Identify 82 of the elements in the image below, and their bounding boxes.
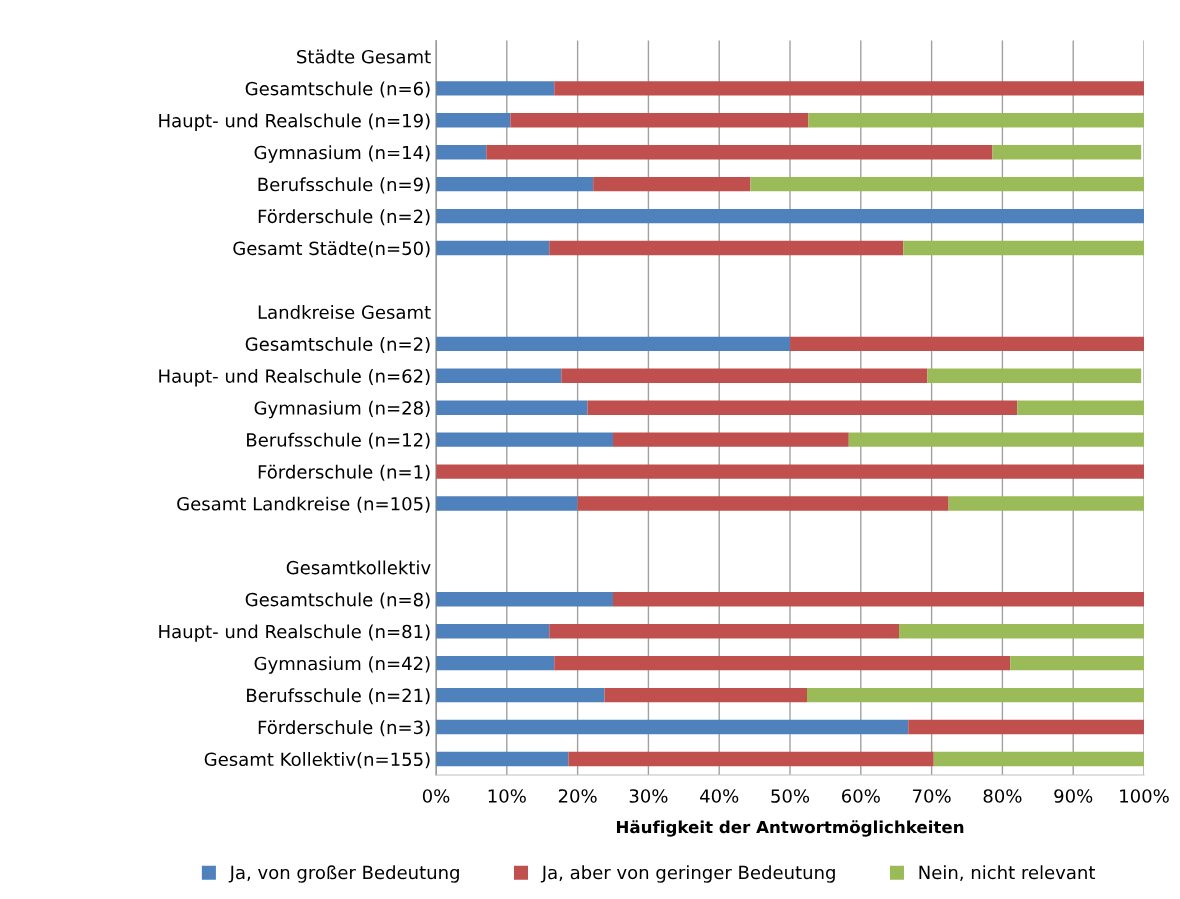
- legend-label: Nein, nicht relevant: [919, 865, 1096, 882]
- bar: [549, 624, 900, 639]
- x-tick-label: 60%: [842, 789, 880, 803]
- bar: [808, 113, 1145, 128]
- y-tick-label: Berufsschule (n=12): [247, 432, 430, 449]
- bar: [613, 592, 1145, 607]
- y-tick-label: Berufsschule (n=21): [247, 688, 430, 705]
- y-tick-label: Gesamtkollektiv: [286, 560, 431, 575]
- bar: [436, 464, 1145, 479]
- y-tick-label: Berufsschule (n=9): [258, 177, 430, 194]
- bar: [436, 687, 605, 703]
- x-axis-title: Häufigkeit der Antwortmöglichkeiten: [616, 820, 964, 837]
- y-tick-label: Förderschule (n=2): [258, 209, 430, 226]
- legend-label: Ja, von großer Bedeutung: [228, 865, 459, 883]
- bar: [587, 400, 1018, 415]
- y-tick-label: Gymnasium (n=42): [254, 656, 430, 674]
- y-tick-label: Gesamtschule (n=2): [245, 336, 430, 354]
- bar: [899, 624, 1145, 639]
- x-tick-label: 10%: [488, 789, 526, 803]
- bar: [604, 687, 807, 703]
- bar: [848, 432, 1145, 447]
- y-tick-label: Gesamt Kollektiv(n=155): [204, 752, 430, 769]
- y-tick-label: Förderschule (n=1): [258, 464, 430, 481]
- x-tick-label: 20%: [558, 789, 597, 803]
- y-tick-label: Gymnasium (n=14): [254, 145, 430, 163]
- bar: [436, 751, 569, 767]
- y-tick-label: Gesamt Landkreise (n=105): [177, 496, 430, 513]
- y-tick-label: Landkreise Gesamt: [258, 305, 431, 320]
- bar: [436, 400, 588, 415]
- bar: [948, 496, 1145, 511]
- bar: [568, 751, 934, 767]
- legend-label: Ja, aber von geringer Bedeutung: [540, 865, 835, 883]
- bar: [750, 176, 1145, 192]
- bar: [1017, 400, 1145, 415]
- bar: [436, 336, 791, 352]
- y-tick-label: Gesamt Städte(n=50): [233, 241, 430, 258]
- y-tick-label: Haupt- und Realschule (n=81): [159, 624, 430, 642]
- bar: [436, 145, 487, 160]
- bar: [436, 208, 1145, 224]
- x-tick-label: 70%: [913, 789, 951, 803]
- bar: [903, 240, 1145, 256]
- bar: [554, 81, 1145, 96]
- bar: [436, 719, 909, 735]
- bar: [908, 719, 1145, 735]
- bar: [436, 592, 614, 607]
- x-tick-label: 30%: [629, 789, 668, 803]
- bar: [790, 336, 1145, 352]
- bar: [436, 432, 614, 447]
- bar: [549, 240, 904, 256]
- bar: [807, 687, 1145, 703]
- bar: [436, 240, 550, 256]
- bar: [436, 624, 550, 639]
- x-tick-label: 40%: [700, 789, 739, 803]
- bar: [436, 113, 511, 128]
- bar: [992, 145, 1142, 160]
- bar: [577, 496, 949, 511]
- bar: [436, 368, 562, 383]
- y-tick-label: Gesamtschule (n=6): [245, 81, 430, 98]
- x-tick-label: 0%: [422, 789, 450, 803]
- bar: [486, 145, 993, 160]
- y-tick-label: Gymnasium (n=28): [254, 400, 430, 419]
- bar: [510, 113, 809, 128]
- y-tick-label: Förderschule (n=3): [258, 720, 430, 737]
- bar: [436, 655, 555, 671]
- y-tick-label: Städte Gesamt: [297, 49, 431, 64]
- x-tick-label: 100%: [1120, 789, 1169, 803]
- bar: [933, 751, 1145, 767]
- bar: [554, 655, 1011, 671]
- x-tick-label: 50%: [771, 789, 810, 803]
- y-tick-label: Haupt- und Realschule (n=19): [159, 113, 430, 131]
- bar: [436, 496, 578, 511]
- bar: [436, 81, 555, 96]
- y-tick-label: Haupt- und Realschule (n=62): [159, 368, 430, 387]
- bar: [436, 176, 594, 192]
- x-tick-label: 90%: [1054, 789, 1093, 803]
- bar: [613, 432, 849, 447]
- y-tick-label: Gesamtschule (n=8): [245, 592, 430, 609]
- x-tick-label: 80%: [983, 789, 1022, 803]
- bar: [593, 176, 751, 192]
- bar: [927, 368, 1142, 383]
- bar: [1010, 655, 1145, 671]
- bar: [561, 368, 928, 383]
